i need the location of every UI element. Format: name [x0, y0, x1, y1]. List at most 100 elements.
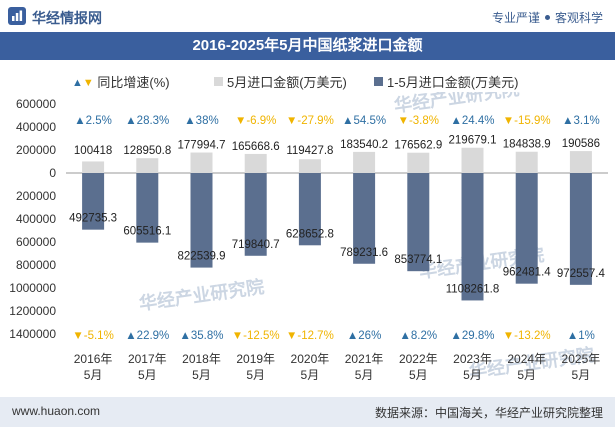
- bar-ytd: [569, 173, 592, 285]
- bar-monthly: [136, 158, 159, 173]
- bar-ytd: [461, 173, 484, 301]
- legend-item-monthly: 5月进口金额(万美元): [214, 72, 347, 91]
- growth-label-monthly: ▲54.5%: [342, 115, 386, 127]
- bar-ytd: [82, 173, 105, 230]
- growth-label-monthly: ▲38%: [184, 115, 218, 127]
- value-label-ytd: 1108261.8: [446, 283, 500, 295]
- growth-label-monthly: ▼-27.9%: [286, 115, 334, 127]
- value-label-ytd: 789231.6: [340, 247, 388, 259]
- legend-label-monthly: 5月进口金额(万美元): [227, 75, 347, 90]
- title-bar: [0, 32, 615, 60]
- legend-item-ytd: 1-5月进口金额(万美元): [374, 72, 518, 91]
- category-label-month: 5月: [192, 368, 211, 382]
- growth-label-monthly: ▲3.1%: [562, 115, 600, 127]
- bar-ytd: [407, 173, 430, 272]
- separator-dot-icon: [544, 15, 550, 21]
- bar-ytd: [136, 173, 159, 243]
- bar-monthly: [82, 161, 105, 173]
- legend-label-growth: 同比增速(%): [97, 75, 170, 90]
- growth-label-monthly: ▼-3.8%: [398, 115, 439, 127]
- y-tick-label: 600000: [16, 97, 56, 111]
- category-label-month: 5月: [517, 368, 536, 382]
- watermark-text: 华经产业研究院: [138, 276, 266, 314]
- footer-website[interactable]: www.huaon.com: [12, 404, 101, 418]
- value-label-monthly: 183540.2: [340, 139, 388, 151]
- value-label-monthly: 165668.6: [232, 141, 280, 153]
- category-label-month: 5月: [138, 368, 157, 382]
- category-label-month: 5月: [409, 368, 428, 382]
- value-label-monthly: 177994.7: [178, 140, 226, 152]
- category-label: 2017年: [128, 352, 167, 366]
- tagline-right: 客观科学: [554, 11, 603, 25]
- value-label-ytd: 492735.3: [69, 213, 117, 225]
- growth-label-ytd: ▲8.2%: [399, 330, 437, 342]
- value-label-ytd: 962481.4: [503, 267, 552, 279]
- category-label-month: 5月: [246, 368, 265, 382]
- value-label-ytd: 972557.4: [557, 268, 606, 280]
- bar-monthly: [353, 151, 376, 173]
- category-label: 2024年: [507, 352, 546, 366]
- bar-monthly: [190, 152, 213, 173]
- y-tick-label: 600000: [16, 235, 56, 249]
- bar-ytd: [298, 173, 321, 246]
- bar-ytd: [353, 173, 376, 264]
- growth-label-monthly: ▲2.5%: [74, 115, 112, 127]
- category-label-month: 5月: [84, 368, 103, 382]
- y-tick-label: 1000000: [9, 281, 56, 295]
- legend: ▲▼ 同比增速(%) 5月进口金额(万美元) 1-5月进口金额(万美元): [0, 72, 615, 92]
- footer-source: 数据来源：中国海关，华经产业研究院整理: [374, 406, 603, 420]
- bar-monthly: [515, 151, 538, 173]
- category-label: 2020年: [291, 352, 330, 366]
- y-tick-label: 800000: [16, 258, 56, 272]
- category-label-month: 5月: [463, 368, 482, 382]
- category-label-month: 5月: [572, 368, 591, 382]
- growth-label-ytd: ▲26%: [347, 330, 381, 342]
- y-tick-label: 1400000: [9, 327, 56, 341]
- top-bar: 华经情报网 专业严谨 客观科学: [0, 0, 615, 32]
- growth-label-ytd: ▼-5.1%: [72, 330, 113, 342]
- bar-ytd: [515, 173, 538, 284]
- category-label-month: 5月: [355, 368, 374, 382]
- y-tick-label: 200000: [16, 143, 56, 157]
- category-label-month: 5月: [301, 368, 320, 382]
- y-tick-label: 200000: [16, 189, 56, 203]
- bar-monthly: [461, 147, 484, 173]
- watermark-text: 华经产业研究院: [393, 92, 521, 116]
- legend-swatch-ytd: [374, 77, 383, 86]
- tagline: 专业严谨 客观科学: [492, 9, 603, 26]
- growth-label-ytd: ▲29.8%: [451, 330, 495, 342]
- growth-label-ytd: ▲1%: [567, 330, 595, 342]
- axis-layer: 600000 400000 200000 0 200000 400000 600000 800…: [9, 97, 608, 341]
- value-label-ytd: 822539.9: [178, 251, 226, 263]
- legend-label-ytd: 1-5月进口金额(万美元): [387, 75, 519, 90]
- bar-layer: [82, 147, 592, 301]
- growth-label-ytd: ▲22.9%: [125, 330, 169, 342]
- value-label-ytd: 719840.7: [232, 239, 280, 251]
- growth-label-monthly: ▼-6.9%: [235, 115, 276, 127]
- bar-monthly: [298, 159, 321, 173]
- value-label-monthly: 190586: [562, 138, 600, 150]
- footer-bar: [0, 397, 615, 427]
- legend-swatch-monthly: [214, 77, 223, 86]
- bar-monthly: [244, 153, 267, 173]
- value-label-ytd: 853774.1: [394, 254, 442, 266]
- value-label-monthly: 100418: [74, 145, 112, 157]
- growth-label-ytd: ▲35.8%: [180, 330, 224, 342]
- growth-label-monthly: ▲24.4%: [451, 115, 495, 127]
- up-triangle-icon: ▲: [72, 77, 83, 89]
- tagline-left: 专业严谨: [491, 11, 540, 25]
- legend-item-growth: ▲▼ 同比增速(%): [72, 72, 170, 91]
- bar-monthly: [569, 151, 592, 173]
- value-label-monthly: 184838.9: [503, 139, 551, 151]
- brand-name: 华经情报网: [32, 10, 102, 26]
- value-label-monthly: 119427.8: [286, 145, 333, 157]
- y-tick-label: 0: [49, 166, 56, 180]
- bar-ytd: [244, 173, 267, 256]
- category-label: 2019年: [236, 352, 275, 366]
- bar-ytd: [190, 173, 213, 268]
- label-layer: ▲2.5% 100418 492735.3 ▼-5.1% 2016年 5月 ▲28.3% 12…: [69, 115, 605, 382]
- value-label-monthly: 128950.8: [123, 145, 171, 157]
- chart-title: 2016-2025年5月中国纸浆进口金额: [192, 37, 423, 54]
- value-label-monthly: 176562.9: [394, 140, 442, 152]
- y-tick-label: 400000: [16, 120, 56, 134]
